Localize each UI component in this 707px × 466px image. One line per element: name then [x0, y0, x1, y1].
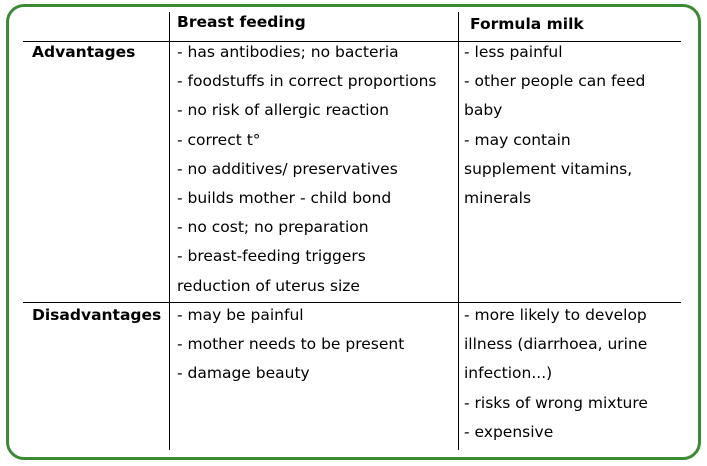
- list-item: minerals: [464, 188, 532, 207]
- list-item: - less painful: [464, 43, 563, 61]
- list-item: - no risk of allergic reaction: [177, 101, 389, 120]
- header-divider: [23, 41, 681, 42]
- list-item: - foodstuffs in correct proportions: [177, 72, 437, 91]
- list-item: - no additives/ preservatives: [177, 159, 398, 178]
- advantages-breast-feeding-cell: - has antibodies; no bacteria - foodstuf…: [177, 38, 437, 301]
- list-item: supplement vitamins,: [464, 159, 633, 178]
- disadvantages-breast-feeding-cell: - may be painful - mother needs to be pr…: [177, 301, 404, 389]
- list-item: - expensive: [464, 422, 554, 441]
- table-frame: [6, 4, 701, 460]
- list-item: infection...): [464, 364, 553, 383]
- list-item: - risks of wrong mixture: [464, 393, 648, 412]
- header-formula-milk: Formula milk: [470, 15, 584, 33]
- list-item: - correct t°: [177, 130, 261, 149]
- row-label-advantages: Advantages: [32, 43, 136, 61]
- list-item: - may be painful: [177, 306, 304, 324]
- list-item: illness (diarrhoea, urine: [464, 335, 648, 354]
- column-divider-1: [169, 12, 170, 450]
- list-item: - no cost; no preparation: [177, 218, 369, 237]
- list-item: - mother needs to be present: [177, 335, 405, 354]
- row-label-disadvantages: Disadvantages: [32, 306, 162, 324]
- list-item: - builds mother - child bond: [177, 188, 392, 207]
- disadvantages-formula-milk-cell: - more likely to develop illness (diarrh…: [464, 301, 648, 447]
- row-divider: [23, 302, 681, 303]
- list-item: reduction of uterus size: [177, 276, 360, 295]
- list-item: - may contain: [464, 130, 571, 149]
- header-breast-feeding: Breast feeding: [177, 13, 306, 31]
- list-item: - has antibodies; no bacteria: [177, 43, 399, 61]
- list-item: baby: [464, 101, 503, 120]
- column-divider-2: [458, 12, 459, 450]
- list-item: - other people can feed: [464, 72, 646, 91]
- advantages-formula-milk-cell: - less painful - other people can feed b…: [464, 38, 645, 213]
- list-item: - more likely to develop: [464, 306, 647, 324]
- list-item: - breast-feeding triggers: [177, 247, 366, 266]
- list-item: - damage beauty: [177, 364, 310, 383]
